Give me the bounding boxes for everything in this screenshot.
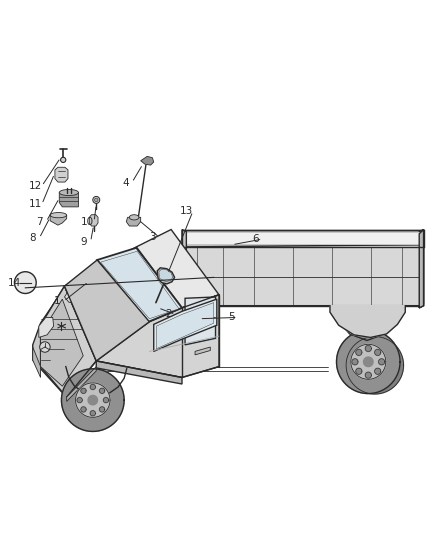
Polygon shape: [419, 230, 424, 308]
Polygon shape: [182, 230, 186, 308]
Polygon shape: [184, 232, 421, 245]
Polygon shape: [101, 251, 179, 319]
Polygon shape: [365, 372, 371, 378]
Polygon shape: [154, 299, 217, 351]
Text: 2: 2: [166, 309, 172, 319]
Text: 6: 6: [253, 234, 259, 244]
Polygon shape: [182, 245, 424, 305]
Polygon shape: [365, 345, 371, 352]
Circle shape: [95, 198, 98, 201]
Polygon shape: [41, 286, 96, 397]
Polygon shape: [182, 295, 219, 343]
Polygon shape: [90, 410, 95, 416]
Polygon shape: [419, 230, 424, 308]
Polygon shape: [96, 361, 182, 384]
Polygon shape: [76, 383, 110, 417]
Ellipse shape: [129, 215, 139, 220]
Text: 14: 14: [8, 278, 21, 288]
Polygon shape: [103, 398, 109, 403]
Polygon shape: [64, 247, 182, 361]
Polygon shape: [136, 230, 219, 308]
Text: 3: 3: [149, 232, 156, 243]
Polygon shape: [374, 368, 381, 374]
Polygon shape: [33, 286, 95, 398]
Polygon shape: [34, 286, 91, 397]
Polygon shape: [330, 305, 405, 337]
Polygon shape: [157, 268, 175, 284]
Polygon shape: [182, 295, 219, 375]
Text: 11: 11: [29, 199, 42, 209]
Polygon shape: [195, 347, 210, 355]
Polygon shape: [97, 248, 182, 322]
Text: 7: 7: [36, 217, 43, 227]
Circle shape: [40, 342, 50, 352]
Polygon shape: [33, 347, 41, 377]
Text: 4: 4: [122, 177, 129, 188]
Polygon shape: [96, 295, 219, 377]
Text: 9: 9: [81, 237, 88, 247]
Polygon shape: [81, 407, 86, 412]
Polygon shape: [126, 217, 141, 226]
Text: 8: 8: [29, 233, 36, 243]
Polygon shape: [55, 167, 68, 182]
Polygon shape: [419, 230, 424, 308]
Polygon shape: [364, 357, 373, 367]
Polygon shape: [67, 367, 96, 401]
Polygon shape: [352, 359, 358, 365]
Polygon shape: [99, 388, 105, 393]
Polygon shape: [88, 395, 98, 405]
Circle shape: [14, 272, 36, 294]
Polygon shape: [159, 269, 173, 282]
Polygon shape: [89, 215, 98, 226]
Polygon shape: [77, 398, 82, 403]
Polygon shape: [39, 318, 53, 337]
Polygon shape: [156, 303, 214, 349]
Circle shape: [60, 157, 66, 163]
Text: 1: 1: [54, 296, 60, 306]
Text: 13: 13: [180, 206, 193, 216]
Polygon shape: [64, 288, 86, 303]
Ellipse shape: [50, 213, 67, 218]
Polygon shape: [50, 215, 67, 225]
Polygon shape: [141, 156, 154, 165]
Polygon shape: [99, 407, 105, 412]
Polygon shape: [378, 359, 385, 365]
Polygon shape: [90, 384, 95, 390]
Polygon shape: [64, 260, 149, 361]
Polygon shape: [59, 192, 78, 207]
Polygon shape: [356, 349, 362, 356]
Polygon shape: [182, 230, 424, 247]
Polygon shape: [336, 330, 400, 393]
Polygon shape: [41, 299, 83, 386]
Polygon shape: [61, 369, 124, 431]
Polygon shape: [351, 344, 386, 379]
Text: 12: 12: [29, 181, 42, 191]
Polygon shape: [346, 336, 403, 394]
Polygon shape: [185, 297, 215, 345]
Polygon shape: [356, 368, 362, 374]
Text: 5: 5: [228, 312, 234, 322]
Polygon shape: [374, 349, 381, 356]
Circle shape: [93, 197, 100, 204]
Polygon shape: [81, 388, 86, 393]
Text: 10: 10: [81, 217, 94, 227]
Ellipse shape: [59, 189, 78, 196]
